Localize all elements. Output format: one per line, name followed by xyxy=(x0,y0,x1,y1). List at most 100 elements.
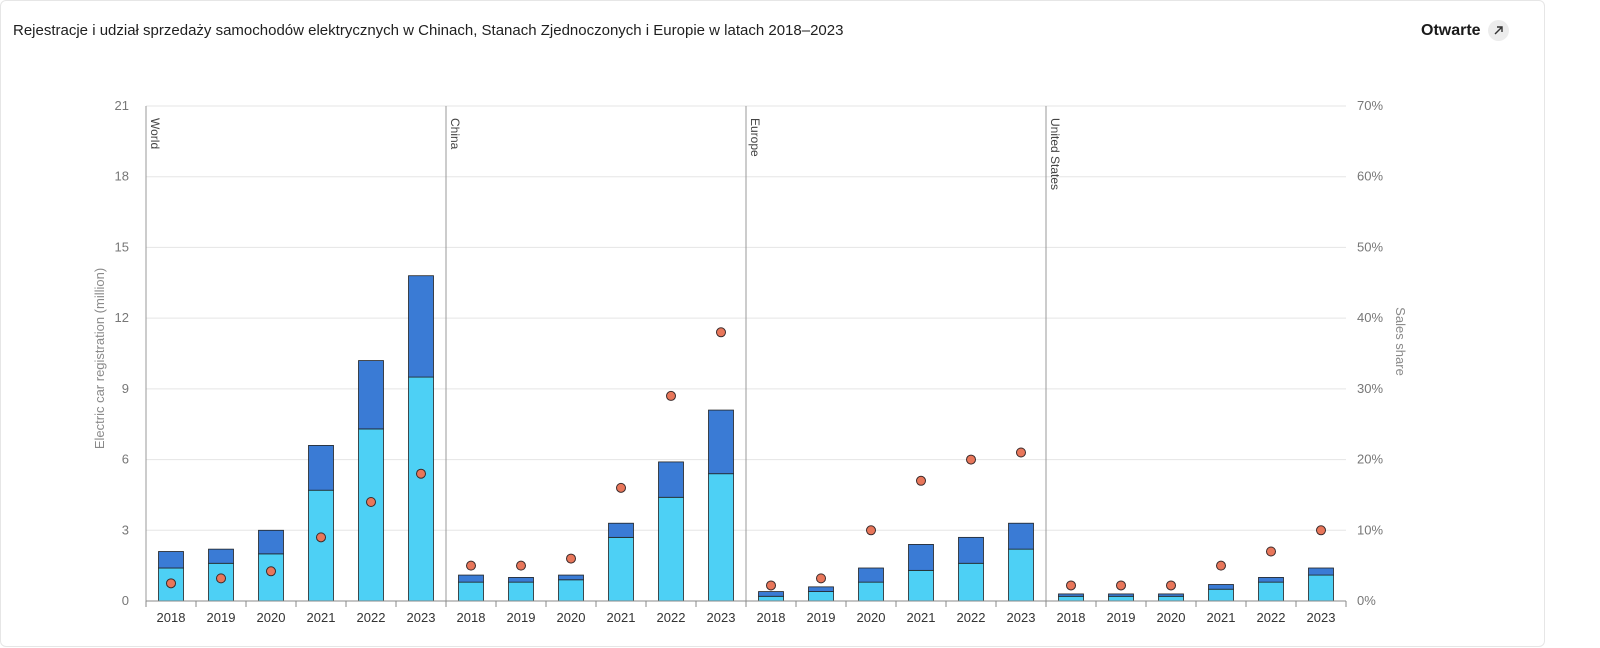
chart-canvas: 0 0% 3 10% 6 20% 9 30% 12 40% 15 50% 18 60% 21 70% Elect… xyxy=(92,98,1408,625)
y-tick-label: 0 xyxy=(122,593,129,608)
bar-phev xyxy=(758,591,784,597)
chart-card: Rejestracje i udział sprzedaży samochodó… xyxy=(0,0,1545,647)
x-tick-label: 2021 xyxy=(607,610,636,625)
bar-phev xyxy=(808,586,834,592)
bar-phev xyxy=(1158,593,1184,597)
x-tick-label: 2018 xyxy=(1057,610,1086,625)
y-axis-title: Electric car registration (million) xyxy=(92,268,107,449)
open-button[interactable]: Otwarte xyxy=(1421,20,1509,41)
sales-share-point xyxy=(1116,580,1126,591)
external-link-icon xyxy=(1487,20,1509,41)
x-tick-label: 2018 xyxy=(457,610,486,625)
x-tick-label: 2020 xyxy=(1157,610,1186,625)
x-tick-label: 2019 xyxy=(1107,610,1136,625)
y2-tick-label: 60% xyxy=(1357,169,1383,184)
bar-bev xyxy=(408,376,434,602)
bar-phev xyxy=(1058,593,1084,597)
x-tick-label: 2022 xyxy=(357,610,386,625)
bar-bev xyxy=(858,581,884,602)
sales-share-point xyxy=(466,560,476,571)
bar-phev xyxy=(958,536,984,564)
sales-share-point xyxy=(666,390,676,401)
bar-phev xyxy=(1308,567,1334,576)
bar-phev xyxy=(608,522,634,538)
y2-tick-label: 50% xyxy=(1357,239,1383,254)
sales-share-point xyxy=(966,454,976,465)
y2-tick-label: 10% xyxy=(1357,522,1383,537)
bar-phev xyxy=(458,574,484,583)
bar-bev xyxy=(558,579,584,602)
x-tick-label: 2021 xyxy=(307,610,336,625)
y-tick-label: 15 xyxy=(115,239,129,254)
y-tick-label: 12 xyxy=(115,310,129,325)
bar-bev xyxy=(708,473,734,602)
open-button-label: Otwarte xyxy=(1421,21,1481,39)
panel-label: China xyxy=(448,118,462,150)
x-tick-label: 2022 xyxy=(957,610,986,625)
bar-phev xyxy=(308,445,334,491)
x-tick-label: 2020 xyxy=(857,610,886,625)
sales-share-point xyxy=(1266,546,1276,557)
sales-share-point xyxy=(916,475,926,486)
x-tick-label: 2021 xyxy=(907,610,936,625)
x-tick-label: 2023 xyxy=(407,610,436,625)
sales-share-point xyxy=(516,560,526,571)
bar-phev xyxy=(508,577,534,583)
y-tick-label: 9 xyxy=(122,381,129,396)
bar-bev xyxy=(1108,595,1134,602)
x-tick-label: 2023 xyxy=(1007,610,1036,625)
bar-phev xyxy=(908,544,934,571)
y2-tick-label: 20% xyxy=(1357,452,1383,467)
bar-phev xyxy=(158,551,184,569)
y2-tick-label: 0% xyxy=(1357,593,1376,608)
x-tick-label: 2021 xyxy=(1207,610,1236,625)
x-tick-label: 2022 xyxy=(1257,610,1286,625)
bar-phev xyxy=(1258,577,1284,583)
panel-label: World xyxy=(148,118,162,149)
bar-bev xyxy=(1308,574,1334,602)
y2-tick-label: 30% xyxy=(1357,381,1383,396)
bar-bev xyxy=(458,581,484,602)
bar-phev xyxy=(708,409,734,475)
bar-bev xyxy=(1158,595,1184,602)
y-tick-label: 21 xyxy=(115,98,129,113)
x-tick-label: 2018 xyxy=(157,610,186,625)
y-tick-label: 3 xyxy=(122,522,129,537)
y2-axis-title: Sales share xyxy=(1393,307,1408,376)
sales-share-point xyxy=(716,327,726,338)
sales-share-point xyxy=(216,573,226,584)
panel-label: Europe xyxy=(748,118,762,157)
bar-phev xyxy=(1008,522,1034,550)
bar-bev xyxy=(608,536,634,602)
bar-bev xyxy=(1258,581,1284,602)
bar-bev xyxy=(1058,595,1084,602)
sales-share-point xyxy=(266,566,276,577)
bar-phev xyxy=(1108,593,1134,597)
y-tick-label: 18 xyxy=(115,169,129,184)
bar-bev xyxy=(258,553,284,602)
x-tick-label: 2019 xyxy=(807,610,836,625)
y2-tick-label: 70% xyxy=(1357,98,1383,113)
bar-bev xyxy=(1008,548,1034,602)
sales-share-point xyxy=(166,578,176,589)
bar-bev xyxy=(508,581,534,602)
sales-share-point xyxy=(816,573,826,584)
panel-label: United States xyxy=(1048,118,1062,190)
y-tick-label: 6 xyxy=(122,452,129,467)
sales-share-point xyxy=(366,497,376,507)
sales-share-point xyxy=(1166,580,1176,591)
chart-title: Rejestracje i udział sprzedaży samochodó… xyxy=(13,22,844,39)
sales-share-point xyxy=(616,482,626,493)
bar-phev xyxy=(408,275,434,378)
bar-phev xyxy=(858,567,884,583)
bar-bev xyxy=(1208,588,1234,602)
x-tick-label: 2019 xyxy=(507,610,536,625)
bar-bev xyxy=(958,562,984,602)
bar-bev xyxy=(308,489,334,602)
bar-bev xyxy=(908,569,934,602)
bar-bev xyxy=(758,595,784,602)
sales-share-point xyxy=(566,553,576,564)
bar-bev xyxy=(658,496,684,602)
x-tick-label: 2022 xyxy=(657,610,686,625)
x-tick-label: 2019 xyxy=(207,610,236,625)
